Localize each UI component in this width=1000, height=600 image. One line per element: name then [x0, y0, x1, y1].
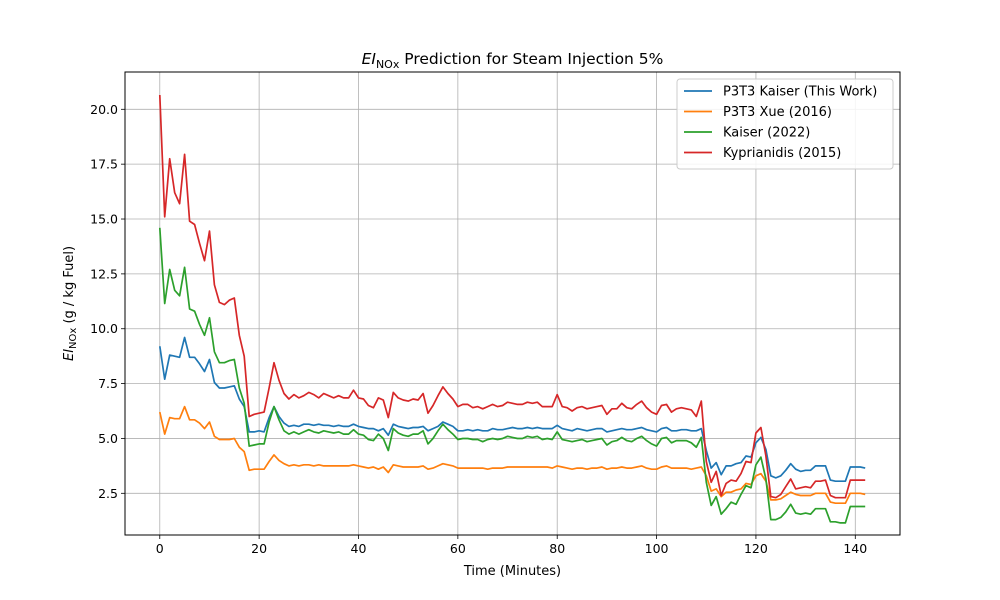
y-tick-label: 17.5 — [90, 157, 118, 172]
y-axis: 2.5 5.0 7.5 10.0 12.5 15.0 17.5 20.0 — [90, 102, 125, 501]
legend-label: Kyprianidis (2015) — [723, 146, 841, 161]
y-tick-label: 12.5 — [90, 266, 118, 281]
x-axis-label: Time (Minutes) — [463, 564, 561, 579]
ylabel-ei: EI — [62, 349, 77, 361]
series-layer — [158, 94, 866, 524]
x-axis: 0 20 40 60 80 100 120 140 — [156, 535, 867, 556]
title-rest: Prediction for Steam Injection 5% — [399, 50, 663, 68]
title-ei: EI — [362, 50, 377, 68]
y-tick-label: 7.5 — [98, 376, 118, 391]
ylabel-subscript: NOx — [68, 328, 79, 349]
legend-label: P3T3 Kaiser (This Work) — [723, 85, 877, 100]
series-line-2 — [158, 405, 866, 505]
x-tick-label: 40 — [351, 541, 367, 556]
title-subscript: NOx — [376, 58, 400, 71]
x-tick-label: 0 — [156, 541, 164, 556]
y-tick-label: 20.0 — [90, 102, 118, 117]
legend-box — [676, 78, 894, 170]
x-tick-label: 60 — [450, 541, 466, 556]
y-tick-label: 2.5 — [98, 486, 118, 501]
legend-label: P3T3 Xue (2016) — [723, 105, 832, 120]
ylabel-rest: (g / kg Fuel) — [62, 246, 77, 328]
y-tick-label: 5.0 — [98, 431, 118, 446]
x-tick-label: 80 — [549, 541, 565, 556]
x-tick-label: 100 — [645, 541, 669, 556]
x-tick-label: 120 — [744, 541, 768, 556]
y-tick-label: 10.0 — [90, 321, 118, 336]
legend-label: Kaiser (2022) — [723, 126, 810, 141]
y-axis-label: EINOx (g / kg Fuel) — [62, 246, 79, 361]
series-line-4 — [158, 94, 866, 499]
series-line-3 — [158, 227, 866, 524]
legend: P3T3 Kaiser (This Work) P3T3 Xue (2016) Ka… — [676, 78, 894, 170]
chart-title: EINOx Prediction for Steam Injection 5% — [362, 50, 664, 71]
x-tick-label: 140 — [843, 541, 867, 556]
x-tick-label: 20 — [251, 541, 267, 556]
y-tick-label: 15.0 — [90, 212, 118, 227]
plot-frame — [124, 71, 901, 536]
